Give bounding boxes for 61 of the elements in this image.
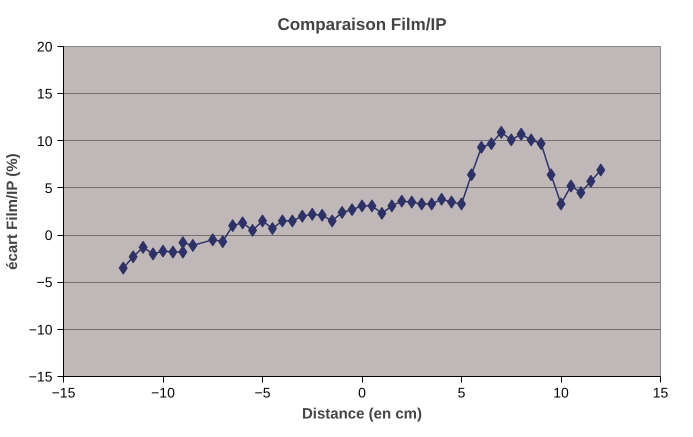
- y-tick-label: −5: [36, 274, 53, 290]
- point: [566, 180, 576, 193]
- point: [348, 203, 357, 216]
- point: [128, 250, 138, 264]
- y-tick-label: 20: [36, 38, 53, 54]
- point: [387, 199, 396, 212]
- point: [526, 133, 536, 146]
- x-tick-label: 0: [358, 384, 366, 400]
- point: [298, 210, 307, 223]
- point: [168, 246, 178, 259]
- point: [407, 196, 416, 209]
- y-tick-label: −10: [28, 321, 53, 338]
- x-tick-label: 10: [553, 384, 569, 400]
- point: [596, 164, 606, 177]
- point: [188, 238, 198, 252]
- point: [328, 214, 337, 228]
- y-axis-title: écart Film/IP (%): [4, 153, 21, 270]
- x-tick-label: −5: [254, 384, 271, 400]
- point: [536, 137, 546, 150]
- point: [248, 224, 258, 237]
- point: [397, 194, 406, 208]
- point: [417, 197, 426, 210]
- point: [506, 133, 516, 146]
- y-tick-label: 15: [36, 86, 53, 102]
- point: [427, 197, 436, 210]
- x-tick-label: 15: [652, 384, 668, 400]
- point: [138, 240, 148, 254]
- point: [118, 262, 128, 275]
- point: [496, 126, 506, 139]
- point: [308, 208, 317, 221]
- point: [268, 222, 277, 235]
- point: [178, 236, 188, 250]
- x-tick-label: −10: [151, 384, 176, 400]
- point: [367, 199, 376, 212]
- point: [218, 235, 228, 248]
- y-tick-label: 10: [36, 132, 53, 149]
- y-tick-label: −15: [28, 368, 53, 384]
- point: [476, 140, 486, 154]
- point: [338, 206, 347, 219]
- point: [228, 219, 238, 232]
- point: [178, 246, 188, 259]
- point: [148, 247, 158, 260]
- y-tick-label: 5: [44, 180, 53, 196]
- point: [278, 214, 287, 228]
- point: [576, 186, 586, 200]
- point: [486, 137, 496, 150]
- point: [516, 128, 526, 141]
- point: [586, 174, 596, 188]
- point: [377, 206, 386, 220]
- point: [466, 168, 476, 182]
- chart-title: Comparaison Film/IP: [277, 15, 447, 34]
- y-tick-label: 0: [44, 227, 53, 244]
- point: [318, 208, 327, 222]
- point: [546, 168, 556, 182]
- point: [208, 233, 218, 246]
- point: [447, 196, 456, 209]
- x-tick-label: 5: [458, 384, 466, 400]
- point: [238, 216, 248, 230]
- point: [437, 192, 446, 206]
- point: [288, 214, 297, 228]
- x-axis-title: Distance (en cm): [302, 406, 422, 422]
